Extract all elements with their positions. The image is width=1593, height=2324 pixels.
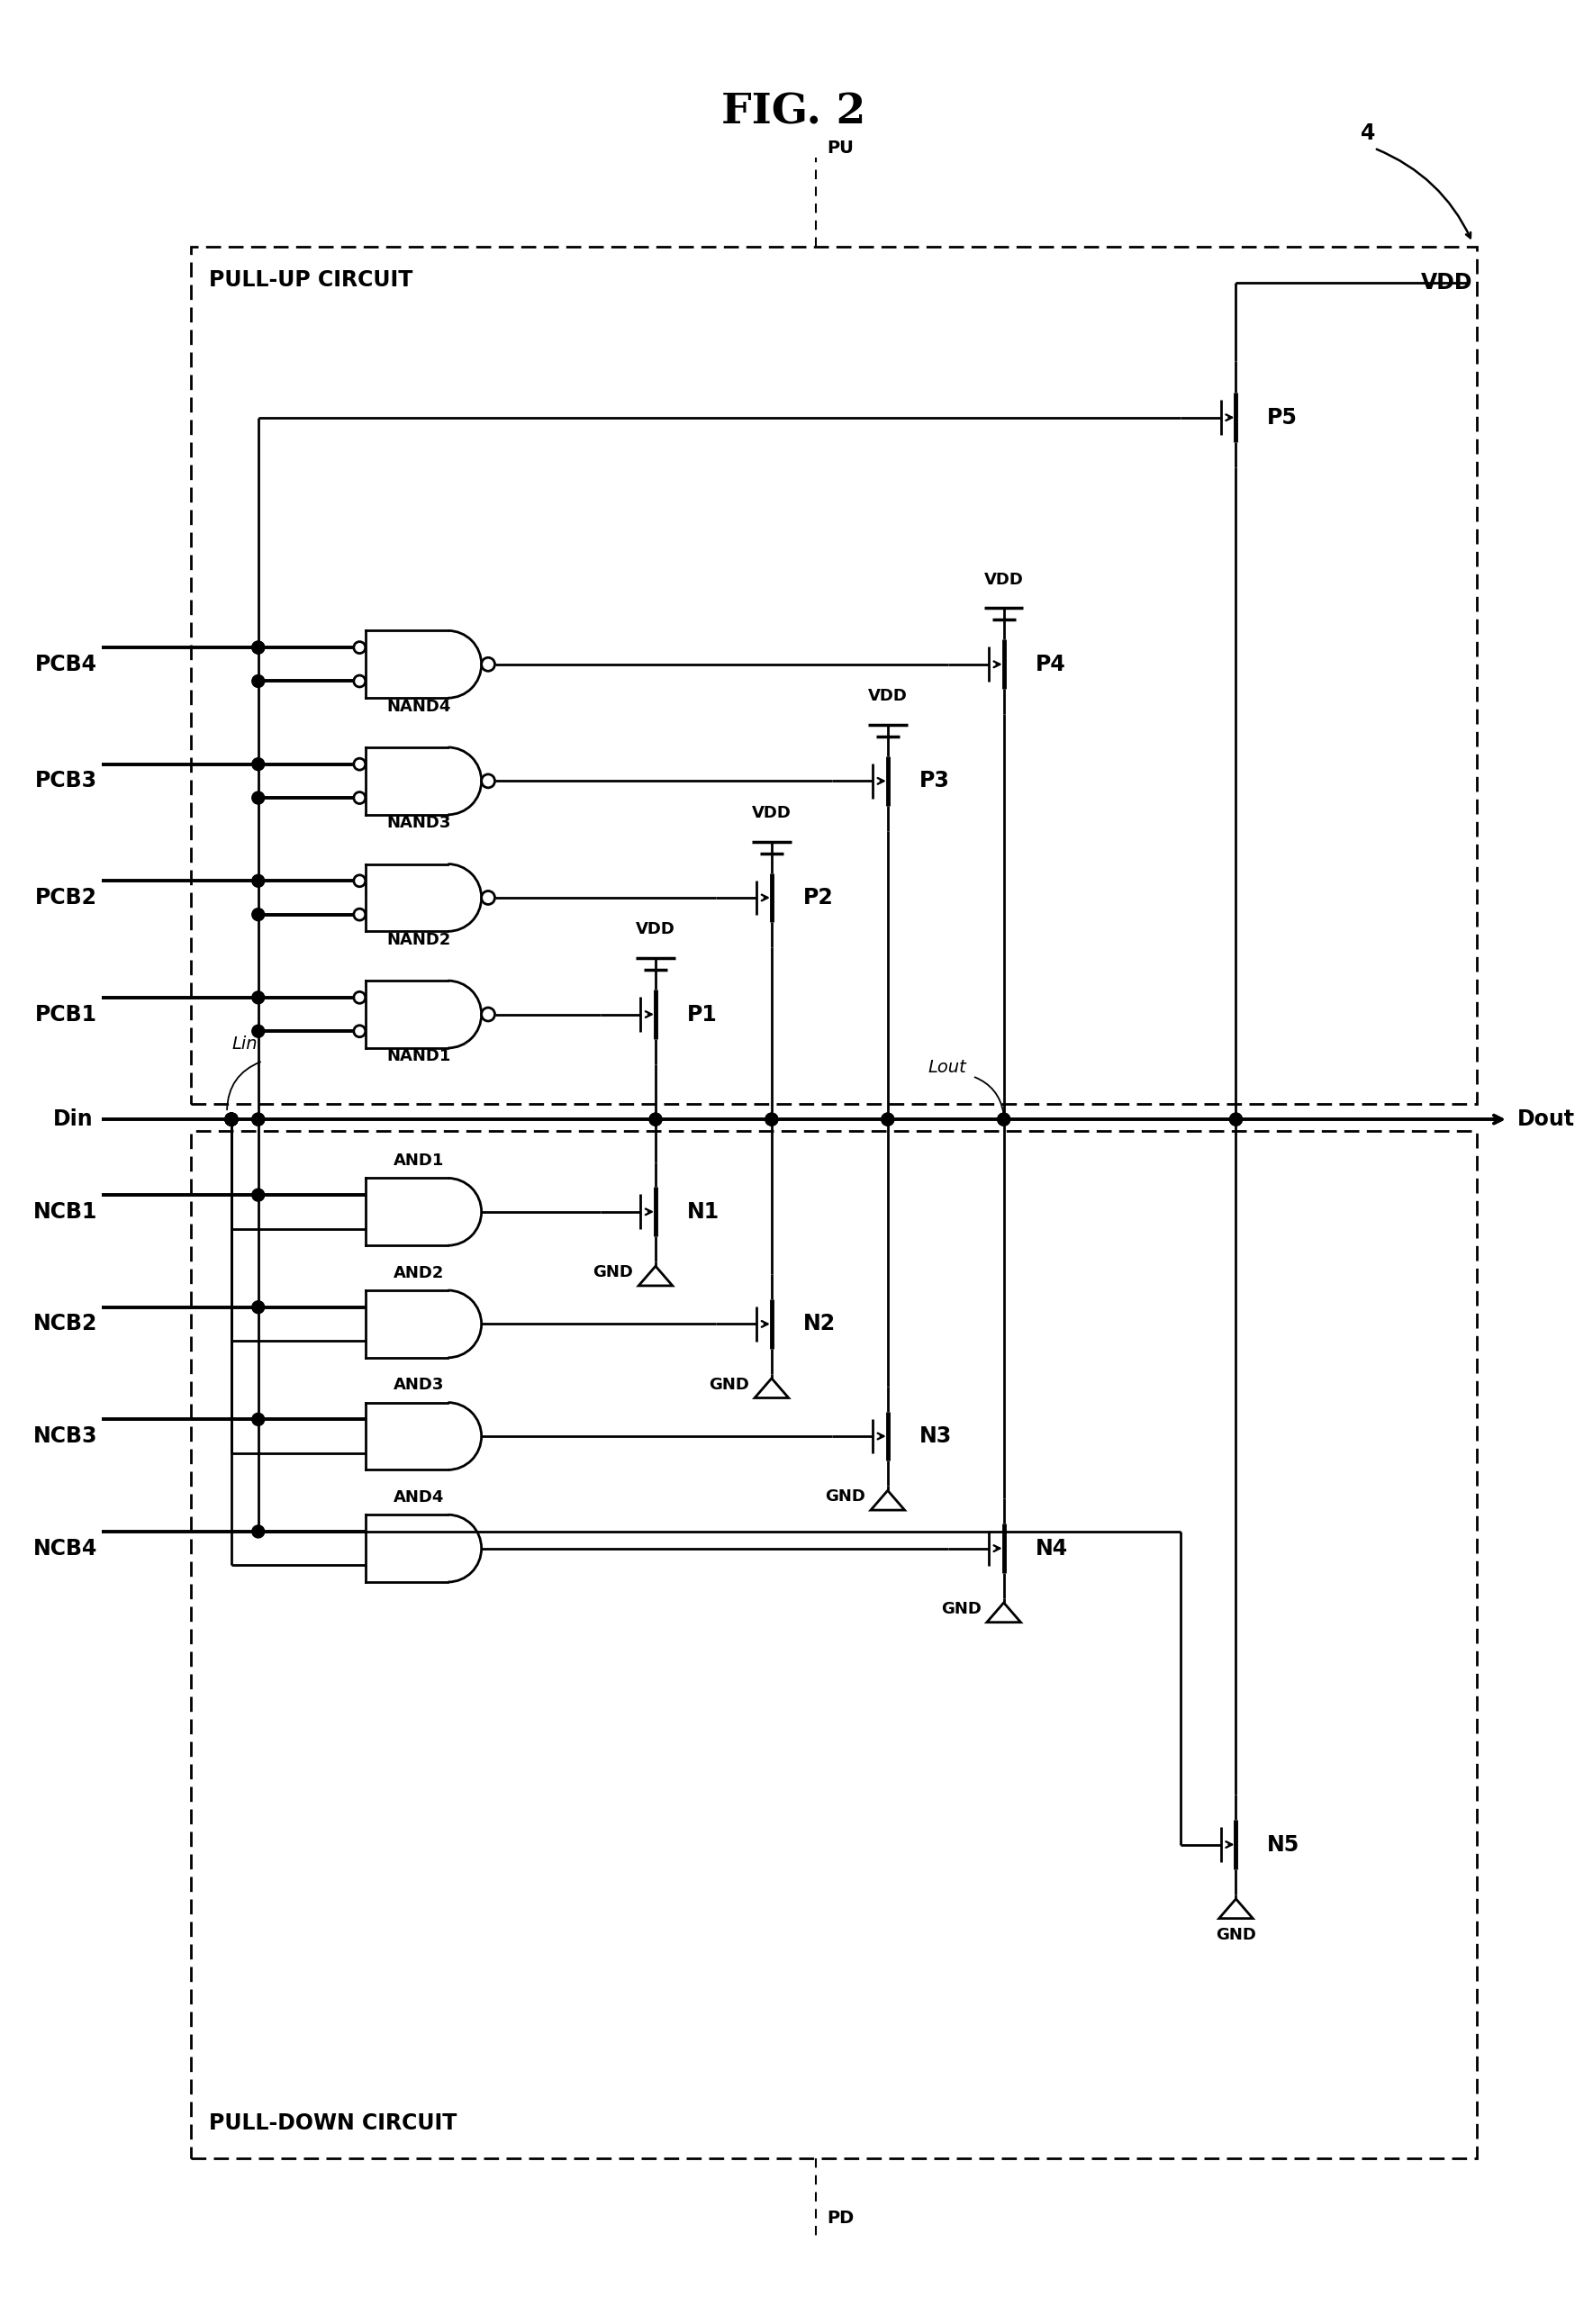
Text: N5: N5 xyxy=(1266,1834,1300,1855)
Text: P1: P1 xyxy=(687,1004,717,1025)
Circle shape xyxy=(765,1113,777,1125)
Text: PU: PU xyxy=(827,139,854,156)
Circle shape xyxy=(252,674,264,688)
Text: Lin: Lin xyxy=(231,1037,256,1053)
Text: NCB3: NCB3 xyxy=(33,1425,97,1448)
Text: VDD: VDD xyxy=(868,688,908,704)
Circle shape xyxy=(765,1113,777,1125)
Circle shape xyxy=(225,1113,237,1125)
Text: NAND4: NAND4 xyxy=(387,700,451,713)
Text: GND: GND xyxy=(709,1376,749,1392)
Circle shape xyxy=(650,1113,661,1125)
Circle shape xyxy=(252,1113,264,1125)
Circle shape xyxy=(225,1113,237,1125)
Text: PCB3: PCB3 xyxy=(35,769,97,792)
Text: N3: N3 xyxy=(919,1425,951,1448)
Circle shape xyxy=(1230,1113,1243,1125)
Circle shape xyxy=(252,909,264,920)
Text: PULL-UP CIRCUIT: PULL-UP CIRCUIT xyxy=(209,270,413,290)
Text: PCB4: PCB4 xyxy=(35,653,97,676)
Text: GND: GND xyxy=(1215,1927,1257,1943)
Text: NAND1: NAND1 xyxy=(387,1048,451,1064)
Text: VDD: VDD xyxy=(984,572,1024,588)
Text: N1: N1 xyxy=(687,1202,720,1222)
Text: PCB2: PCB2 xyxy=(35,888,97,909)
Text: P2: P2 xyxy=(803,888,833,909)
Circle shape xyxy=(252,1025,264,1037)
Circle shape xyxy=(252,1301,264,1313)
Text: Lout: Lout xyxy=(927,1060,967,1076)
Circle shape xyxy=(252,1113,264,1125)
Text: PCB1: PCB1 xyxy=(35,1004,97,1025)
Text: AND3: AND3 xyxy=(393,1376,444,1392)
Text: N2: N2 xyxy=(803,1313,835,1334)
Text: VDD: VDD xyxy=(636,920,675,937)
Text: NCB1: NCB1 xyxy=(33,1202,97,1222)
Circle shape xyxy=(997,1113,1010,1125)
Text: P4: P4 xyxy=(1035,653,1066,676)
Text: GND: GND xyxy=(941,1601,981,1618)
Text: VDD: VDD xyxy=(1421,272,1472,293)
Text: N4: N4 xyxy=(1035,1538,1067,1559)
Text: NAND3: NAND3 xyxy=(387,816,451,832)
Circle shape xyxy=(252,641,264,653)
Text: AND4: AND4 xyxy=(393,1490,444,1506)
Text: NCB4: NCB4 xyxy=(33,1538,97,1559)
Circle shape xyxy=(225,1113,237,1125)
Text: Din: Din xyxy=(53,1109,92,1129)
Circle shape xyxy=(252,758,264,772)
Circle shape xyxy=(650,1113,661,1125)
Text: GND: GND xyxy=(593,1264,632,1281)
Text: Dout: Dout xyxy=(1517,1109,1575,1129)
Text: P5: P5 xyxy=(1266,407,1298,428)
Text: AND2: AND2 xyxy=(393,1264,444,1281)
Circle shape xyxy=(252,874,264,888)
Text: 4: 4 xyxy=(1360,123,1376,144)
Circle shape xyxy=(881,1113,894,1125)
Text: NCB2: NCB2 xyxy=(33,1313,97,1334)
Text: FIG. 2: FIG. 2 xyxy=(722,91,865,132)
Circle shape xyxy=(1230,1113,1243,1125)
Text: PD: PD xyxy=(827,2210,854,2226)
Bar xyxy=(191,1132,1477,2159)
Text: NAND2: NAND2 xyxy=(387,932,451,948)
Bar xyxy=(191,246,1477,1104)
Circle shape xyxy=(225,1113,237,1125)
Text: AND1: AND1 xyxy=(393,1153,444,1169)
Circle shape xyxy=(881,1113,894,1125)
Text: PULL-DOWN CIRCUIT: PULL-DOWN CIRCUIT xyxy=(209,2113,457,2133)
Circle shape xyxy=(252,792,264,804)
Circle shape xyxy=(997,1113,1010,1125)
Text: GND: GND xyxy=(825,1490,865,1506)
Circle shape xyxy=(252,1188,264,1202)
Circle shape xyxy=(225,1113,237,1125)
Circle shape xyxy=(225,1113,237,1125)
Circle shape xyxy=(225,1113,237,1125)
Text: P3: P3 xyxy=(919,769,949,792)
Circle shape xyxy=(252,641,264,653)
Circle shape xyxy=(252,1525,264,1538)
Circle shape xyxy=(225,1113,237,1125)
Circle shape xyxy=(252,1413,264,1425)
Circle shape xyxy=(252,992,264,1004)
Text: VDD: VDD xyxy=(752,804,792,820)
